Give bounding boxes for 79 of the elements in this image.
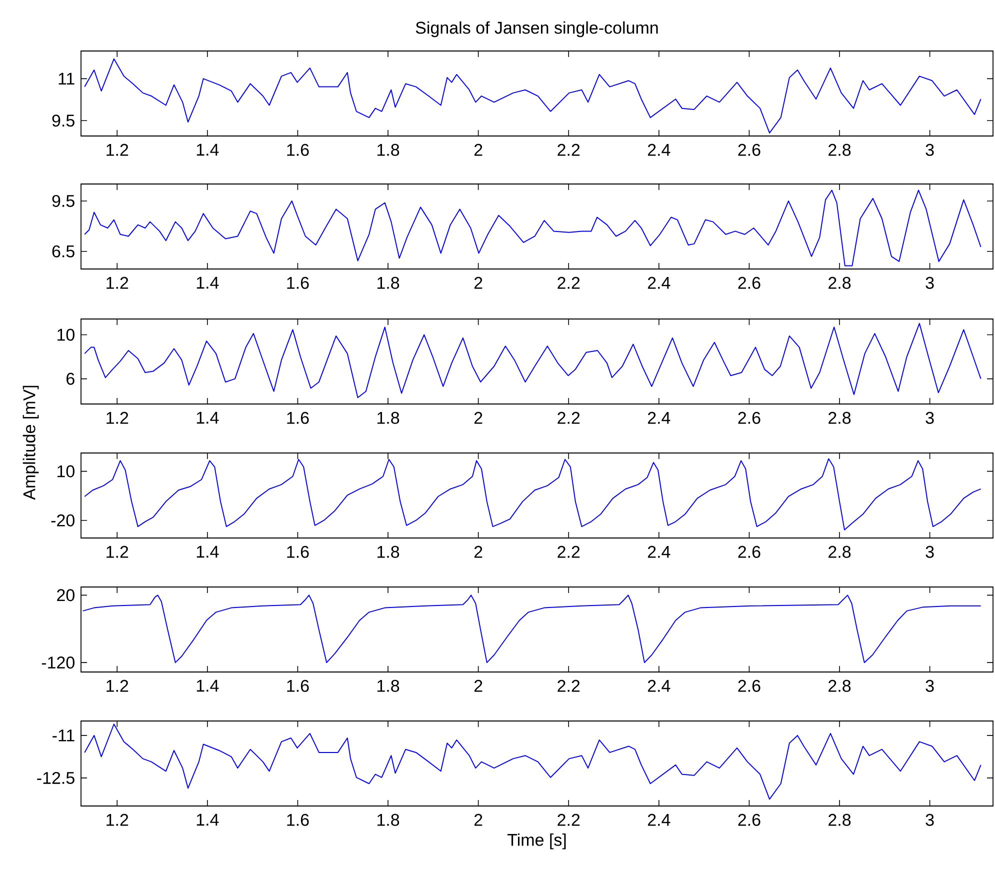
x-tick-label: 3 [926, 412, 934, 424]
x-tick-label: 3 [926, 144, 934, 156]
y-tick-label: 20 [57, 589, 74, 602]
x-tick-label: 3 [926, 276, 934, 289]
x-tick-label: 1.2 [106, 144, 128, 156]
x-tick-label: 2.4 [648, 412, 670, 424]
x-tick-label: 2.2 [558, 276, 580, 289]
y-tick-label: 10 [58, 328, 74, 341]
x-tick-label: 3 [926, 546, 934, 558]
y-axis-title: Amplitude [mV] [22, 386, 39, 500]
x-tick-label: 1.8 [377, 412, 400, 424]
x-tick-label: 2 [474, 546, 482, 558]
y-tick-label: 6 [66, 372, 74, 385]
x-tick-label: 1.2 [106, 412, 128, 424]
x-tick-label: 1.4 [196, 546, 219, 558]
y-tick-label: 11 [58, 72, 74, 85]
y-tick-label: -12.5 [37, 772, 74, 784]
x-tick-label: 1.4 [196, 814, 219, 826]
x-tick-label: 2.4 [648, 546, 670, 558]
y-tick-label: -11 [52, 730, 74, 742]
x-tick-label: 1.6 [287, 814, 309, 826]
x-tick-label: 2 [474, 144, 482, 156]
line-series [84, 322, 982, 398]
x-tick-label: 2.2 [558, 546, 580, 558]
x-tick-label: 1.6 [287, 546, 309, 558]
x-tick-label: 2 [474, 680, 482, 692]
x-tick-label: 2.6 [738, 814, 760, 826]
chart-title: Signals of Jansen single-column [416, 21, 658, 38]
x-tick-label: 1.4 [196, 276, 219, 289]
x-tick-label: 1.6 [287, 144, 309, 156]
x-tick-label: 1.8 [377, 814, 400, 826]
line-series [84, 458, 982, 530]
x-tick-label: 2.2 [558, 412, 580, 424]
y-tick-label: 10 [58, 465, 74, 478]
x-tick-label: 2.2 [558, 144, 580, 156]
x-tick-label: 1.6 [287, 680, 309, 692]
x-tick-label: 1.8 [377, 276, 400, 289]
y-tick-label: -20 [51, 514, 74, 526]
y-tick-label: -120 [42, 656, 74, 669]
x-tick-label: 2.4 [648, 680, 670, 692]
x-tick-label: 3 [926, 814, 934, 826]
x-tick-label: 2.6 [738, 276, 760, 289]
x-tick-label: 2.6 [738, 412, 760, 424]
x-tick-label: 1.4 [196, 412, 219, 424]
x-tick-label: 2.2 [558, 814, 580, 826]
x-tick-label: 2.6 [738, 144, 760, 156]
x-tick-label: 2.2 [558, 680, 580, 692]
y-tick-label: 6.5 [52, 245, 74, 258]
x-tick-label: 2.4 [648, 276, 670, 289]
x-tick-label: 3 [926, 680, 934, 692]
x-axis-title: Time [s] [507, 833, 566, 850]
x-tick-label: 2.6 [738, 680, 760, 692]
x-tick-label: 1.2 [106, 814, 128, 826]
x-tick-label: 1.2 [106, 276, 128, 289]
y-tick-label: 9.5 [52, 114, 74, 127]
x-tick-label: 1.4 [196, 680, 219, 692]
x-tick-label: 1.4 [196, 144, 219, 156]
x-tick-label: 1.2 [106, 546, 128, 558]
x-tick-label: 2.8 [828, 276, 851, 289]
x-tick-label: 1.8 [377, 546, 400, 558]
x-tick-label: 1.2 [106, 680, 128, 692]
x-tick-label: 2.8 [828, 814, 851, 826]
x-tick-label: 1.6 [287, 276, 309, 289]
x-tick-label: 2.8 [828, 680, 851, 692]
x-tick-label: 2 [474, 814, 482, 826]
x-tick-label: 2 [474, 412, 482, 424]
x-tick-label: 1.8 [377, 144, 400, 156]
x-tick-label: 2.6 [738, 546, 760, 558]
x-tick-label: 2 [474, 276, 482, 289]
line-series [82, 594, 982, 664]
y-tick-label: 9.5 [52, 194, 74, 207]
line-series [84, 190, 982, 266]
x-tick-label: 2.4 [648, 144, 670, 156]
x-tick-label: 2.4 [648, 814, 670, 826]
x-tick-label: 2.8 [828, 412, 851, 424]
x-tick-label: 1.6 [287, 412, 309, 424]
x-tick-label: 2.8 [828, 144, 851, 156]
x-tick-label: 1.8 [377, 680, 400, 692]
x-tick-label: 2.8 [828, 546, 851, 558]
